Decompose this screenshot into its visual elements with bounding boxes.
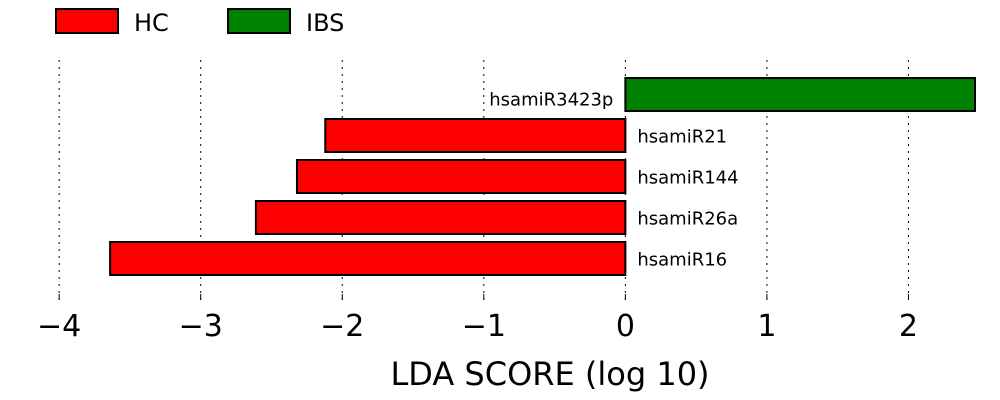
bar-label: hsamiR21 — [637, 127, 727, 148]
bar-label: hsamiR26a — [637, 209, 738, 230]
bar-hsamiR21 — [324, 118, 627, 153]
legend-label-hc: HC — [134, 9, 169, 37]
x-tick-label: 1 — [757, 309, 776, 344]
bar-hsamiR144 — [295, 159, 627, 194]
x-tick-label: 2 — [899, 309, 918, 344]
bar-labels: hsamiR3423p hsamiR21 hsamiR144 hsamiR26a hsa… — [489, 90, 738, 271]
x-tick-label: 0 — [616, 309, 635, 344]
bar-label: hsamiR3423p — [489, 90, 613, 111]
bars — [109, 77, 976, 276]
x-axis-title: LDA SCORE (log 10) — [390, 355, 709, 393]
legend-swatch-ibs — [227, 8, 291, 34]
x-tick-label: −1 — [462, 309, 506, 344]
x-axis: −4 −3 −2 −1 0 1 2 — [37, 294, 918, 344]
legend-swatch-hc — [55, 8, 119, 34]
x-tick-label: −2 — [320, 309, 364, 344]
legend-label-ibs: IBS — [306, 9, 344, 37]
bar-label: hsamiR16 — [637, 250, 727, 271]
legend: HC IBS — [55, 8, 344, 37]
x-tick-label: −3 — [179, 309, 223, 344]
bar-hsamiR16 — [109, 241, 627, 276]
bar-hsamiR26a — [254, 200, 627, 235]
x-tick-label: −4 — [37, 309, 81, 344]
bar-hsamiR3423p — [624, 77, 976, 112]
bar-label: hsamiR144 — [637, 168, 738, 189]
